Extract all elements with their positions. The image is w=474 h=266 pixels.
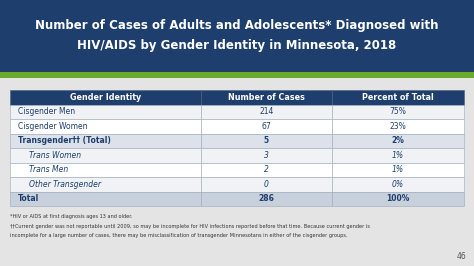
Text: 23%: 23%: [390, 122, 407, 131]
Text: ††Current gender was not reportable until 2009, so may be incomplete for HIV inf: ††Current gender was not reportable unti…: [10, 224, 370, 229]
Bar: [201, 105, 332, 119]
Text: 1%: 1%: [392, 151, 404, 160]
Text: 0%: 0%: [392, 180, 404, 189]
Text: Cisgender Men: Cisgender Men: [18, 107, 75, 116]
Bar: [201, 192, 332, 206]
Text: Number of Cases: Number of Cases: [228, 93, 305, 102]
Bar: [201, 90, 332, 105]
Text: 214: 214: [259, 107, 273, 116]
Text: Total: Total: [18, 194, 39, 203]
Text: 100%: 100%: [386, 194, 410, 203]
Bar: [332, 105, 464, 119]
Text: Trans Women: Trans Women: [29, 151, 81, 160]
Bar: [10, 192, 201, 206]
Bar: [10, 134, 201, 148]
Text: 67: 67: [262, 122, 272, 131]
Bar: [201, 163, 332, 177]
Bar: [332, 192, 464, 206]
Bar: [0, 0, 474, 72]
Text: Transgender†† (Total): Transgender†† (Total): [18, 136, 110, 145]
Text: 286: 286: [259, 194, 274, 203]
Text: 2%: 2%: [392, 136, 405, 145]
Text: Gender Identity: Gender Identity: [70, 93, 141, 102]
Text: Trans Men: Trans Men: [29, 165, 68, 174]
Text: 3: 3: [264, 151, 269, 160]
Bar: [10, 148, 201, 163]
Text: *HIV or AIDS at first diagnosis ages 13 and older.: *HIV or AIDS at first diagnosis ages 13 …: [10, 214, 133, 219]
Text: HIV/AIDS by Gender Identity in Minnesota, 2018: HIV/AIDS by Gender Identity in Minnesota…: [77, 39, 397, 52]
Bar: [10, 119, 201, 134]
Text: Percent of Total: Percent of Total: [362, 93, 434, 102]
Bar: [0, 72, 474, 78]
Bar: [332, 177, 464, 192]
Bar: [332, 90, 464, 105]
Bar: [332, 119, 464, 134]
Bar: [10, 90, 201, 105]
Bar: [201, 119, 332, 134]
Bar: [10, 177, 201, 192]
Bar: [201, 134, 332, 148]
Bar: [332, 163, 464, 177]
Bar: [10, 163, 201, 177]
Text: Cisgender Women: Cisgender Women: [18, 122, 87, 131]
Text: Number of Cases of Adults and Adolescents* Diagnosed with: Number of Cases of Adults and Adolescent…: [35, 19, 439, 32]
Text: 1%: 1%: [392, 165, 404, 174]
Text: 0: 0: [264, 180, 269, 189]
Text: 75%: 75%: [390, 107, 407, 116]
Bar: [201, 177, 332, 192]
Text: 46: 46: [456, 252, 466, 261]
Text: incomplete for a large number of cases, there may be misclassification of transg: incomplete for a large number of cases, …: [10, 233, 347, 238]
Text: 5: 5: [264, 136, 269, 145]
Bar: [10, 105, 201, 119]
Text: Other Transgender: Other Transgender: [29, 180, 101, 189]
Bar: [332, 148, 464, 163]
Bar: [332, 134, 464, 148]
Bar: [201, 148, 332, 163]
Text: 2: 2: [264, 165, 269, 174]
